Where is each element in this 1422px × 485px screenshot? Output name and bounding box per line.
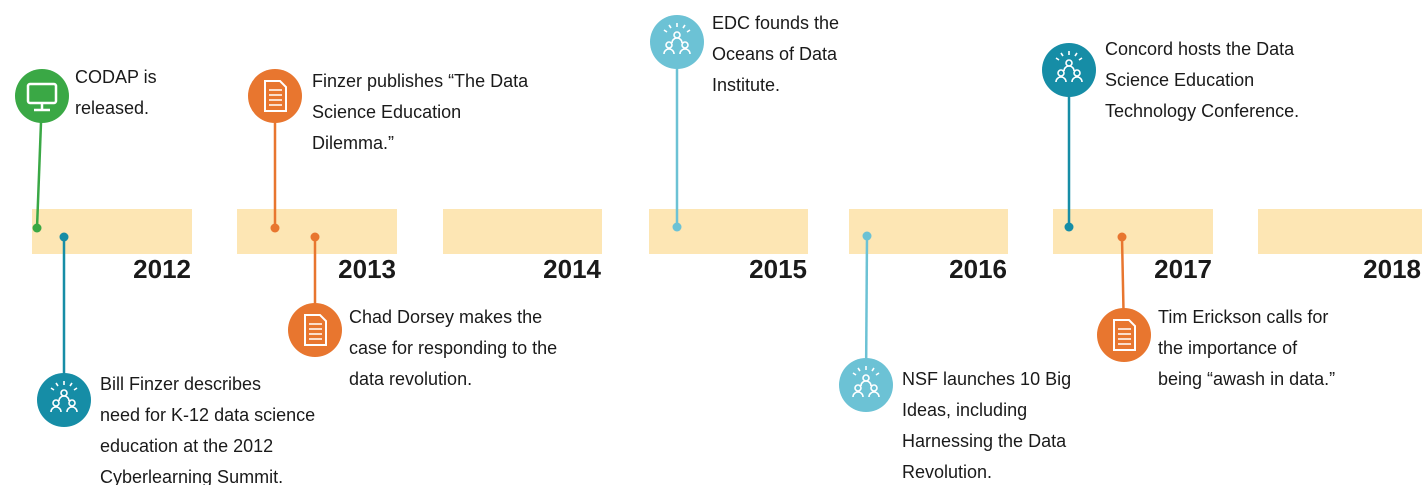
event-text: Science Education <box>1105 70 1254 90</box>
event-text: Chad Dorsey makes the <box>349 307 542 327</box>
event-dot <box>1064 222 1074 232</box>
event-icon-bg <box>1097 308 1151 362</box>
event-text: Concord hosts the Data <box>1105 39 1295 59</box>
event-text: Science Education <box>312 102 461 122</box>
event-dot <box>59 232 69 242</box>
event-dot <box>32 223 42 233</box>
event-icon-bg <box>288 303 342 357</box>
event-text: Dilemma.” <box>312 133 394 153</box>
event-icon-bg <box>839 358 893 412</box>
event-text: Technology Conference. <box>1105 101 1299 121</box>
event-text: NSF launches 10 Big <box>902 369 1071 389</box>
event-text: Finzer publishes “The Data <box>312 71 529 91</box>
event-text: Bill Finzer describes <box>100 374 261 394</box>
event-dot <box>270 223 280 233</box>
year-band <box>1258 209 1422 254</box>
year-label: 2018 <box>1363 254 1421 284</box>
event-text: CODAP is <box>75 67 157 87</box>
event-icon-bg <box>15 69 69 123</box>
event-text: Harnessing the Data <box>902 431 1067 451</box>
event-text: Institute. <box>712 75 780 95</box>
year-band <box>237 209 397 254</box>
year-label: 2015 <box>749 254 807 284</box>
event-icon-bg <box>248 69 302 123</box>
year-label: 2014 <box>543 254 601 284</box>
event-text: the importance of <box>1158 338 1298 358</box>
event-text: Cyberlearning Summit. <box>100 467 283 485</box>
event-dot <box>1117 232 1127 242</box>
year-label: 2016 <box>949 254 1007 284</box>
event-text: Ideas, including <box>902 400 1027 420</box>
event-dot <box>310 232 320 242</box>
year-band <box>443 209 602 254</box>
event-dot <box>672 222 682 232</box>
year-label: 2017 <box>1154 254 1212 284</box>
event-text: Tim Erickson calls for <box>1158 307 1328 327</box>
event-dot <box>862 231 872 241</box>
event-text: education at the 2012 <box>100 436 273 456</box>
year-band <box>649 209 808 254</box>
event-text: Oceans of Data <box>712 44 838 64</box>
year-label: 2012 <box>133 254 191 284</box>
event-text: data revolution. <box>349 369 472 389</box>
year-band <box>1053 209 1213 254</box>
event-text: need for K-12 data science <box>100 405 315 425</box>
event-icon-bg <box>650 15 704 69</box>
event-text: case for responding to the <box>349 338 557 358</box>
event-text: being “awash in data.” <box>1158 369 1335 389</box>
event-text: released. <box>75 98 149 118</box>
event-icon-bg <box>1042 43 1096 97</box>
year-band <box>32 209 192 254</box>
event-text: EDC founds the <box>712 13 839 33</box>
event-text: Revolution. <box>902 462 992 482</box>
year-band <box>849 209 1008 254</box>
event-icon-bg <box>37 373 91 427</box>
year-label: 2013 <box>338 254 396 284</box>
